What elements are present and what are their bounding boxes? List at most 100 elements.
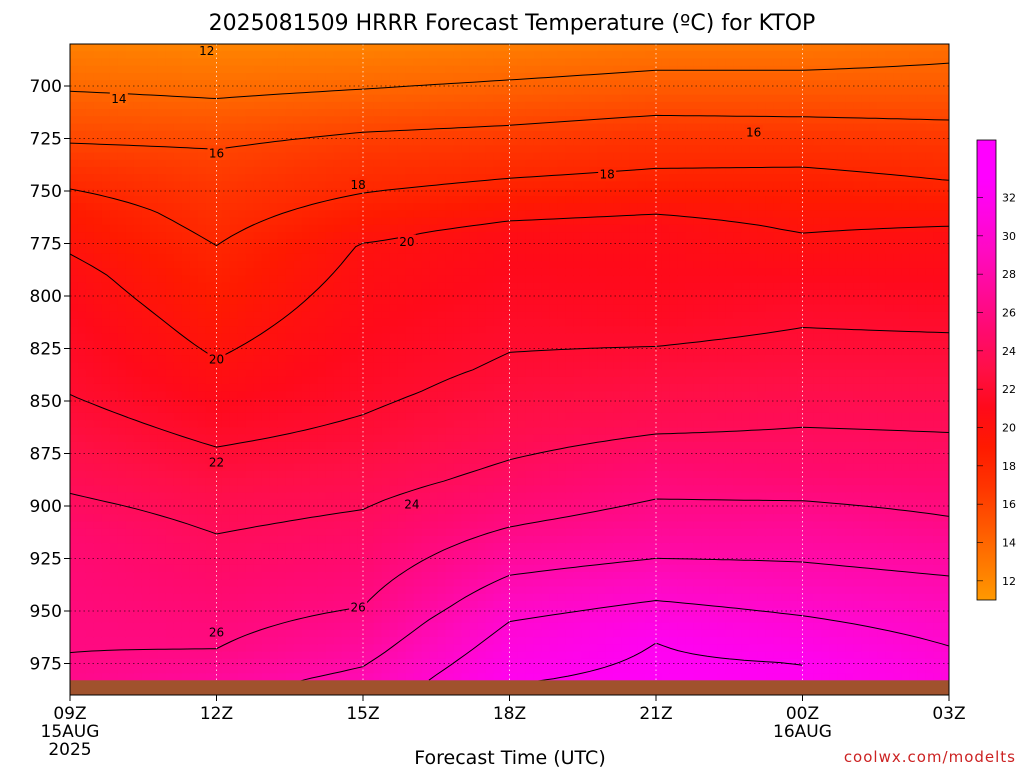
temperature-cell [101,51,111,60]
temperature-cell [109,449,119,457]
temperature-cell [501,65,511,74]
temperature-cell [205,666,215,674]
temperature-cell [261,166,271,175]
temperature-cell [357,58,367,67]
temperature-cell [397,398,407,407]
temperature-cell [437,666,447,674]
temperature-cell [93,658,103,667]
temperature-cell [70,145,79,154]
temperature-cell [317,65,327,74]
temperature-cell [445,376,455,385]
temperature-cell [413,398,423,407]
temperature-cell [213,608,223,617]
temperature-cell [509,239,519,248]
temperature-cell [421,557,431,566]
temperature-cell [413,441,423,450]
temperature-cell [293,593,303,602]
temperature-cell [285,210,295,219]
temperature-cell [301,138,311,146]
temperature-cell [437,130,447,139]
temperature-cell [341,456,351,465]
temperature-cell [493,398,503,407]
temperature-cell [77,282,87,291]
temperature-cell [277,478,287,486]
temperature-cell [461,355,471,363]
temperature-cell [285,268,295,277]
temperature-cell [141,637,151,645]
temperature-cell [373,116,383,125]
temperature-cell [213,470,223,479]
temperature-cell [285,383,295,392]
temperature-cell [141,391,151,400]
temperature-cell [317,51,327,60]
temperature-cell [93,159,103,168]
temperature-cell [485,326,495,334]
temperature-cell [373,470,383,479]
temperature-cell [149,514,159,522]
temperature-cell [301,644,311,653]
temperature-cell [189,275,199,284]
temperature-cell [117,441,127,450]
temperature-cell [141,268,151,277]
temperature-cell [357,564,367,573]
temperature-cell [381,376,391,385]
temperature-cell [133,637,143,645]
temperature-cell [325,383,335,392]
temperature-cell [349,130,359,139]
temperature-cell [453,355,463,363]
temperature-cell [189,593,199,602]
temperature-cell [205,449,215,457]
temperature-cell [141,470,151,479]
temperature-cell [285,600,295,609]
temperature-cell [485,181,495,190]
temperature-cell [117,427,127,436]
temperature-cell [277,116,287,125]
temperature-cell [141,116,151,125]
temperature-cell [101,441,111,450]
temperature-cell [77,58,87,67]
temperature-cell [357,138,367,146]
temperature-cell [181,347,191,356]
temperature-cell [461,449,471,457]
temperature-cell [389,101,399,110]
temperature-cell [285,188,295,197]
temperature-cell [301,391,311,400]
temperature-cell [501,304,511,313]
temperature-cell [509,340,519,349]
temperature-cell [357,152,367,161]
temperature-cell [445,289,455,298]
temperature-cell [429,318,439,327]
temperature-cell [437,340,447,349]
temperature-cell [117,470,127,479]
temperature-cell [421,499,431,508]
temperature-cell [397,340,407,349]
temperature-cell [413,449,423,457]
temperature-cell [173,564,183,573]
temperature-cell [189,282,199,291]
temperature-cell [317,666,327,674]
temperature-cell [397,304,407,313]
temperature-cell [493,492,503,501]
temperature-cell [189,297,199,305]
temperature-cell [229,166,239,175]
temperature-cell [93,362,103,371]
temperature-cell [493,203,503,211]
temperature-cell [381,557,391,566]
temperature-cell [461,268,471,277]
temperature-cell [109,174,119,183]
temperature-cell [445,311,455,320]
temperature-cell [173,637,183,645]
temperature-cell [405,87,415,96]
temperature-cell [189,535,199,544]
temperature-cell [285,239,295,248]
temperature-cell [165,261,175,269]
temperature-cell [165,123,175,132]
temperature-cell [453,166,463,175]
temperature-cell [413,478,423,486]
temperature-cell [317,550,327,559]
temperature-cell [253,130,263,139]
temperature-cell [317,644,327,653]
temperature-cell [221,543,231,551]
temperature-cell [413,326,423,334]
temperature-cell [157,535,167,544]
